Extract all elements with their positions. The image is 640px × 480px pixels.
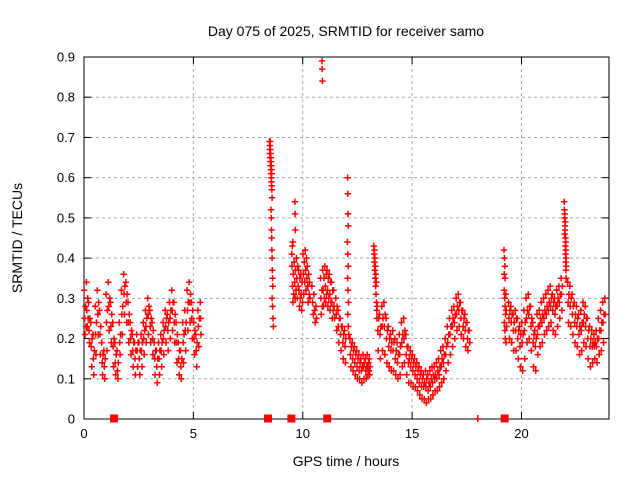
y-tick-label: 0 — [68, 412, 75, 427]
x-tick-label: 10 — [296, 426, 310, 441]
baseline-square-marker — [323, 414, 332, 423]
plot-border — [83, 56, 610, 420]
x-tick-label: 20 — [514, 426, 528, 441]
x-axis-label: GPS time / hours — [293, 453, 400, 469]
baseline-square-marker — [500, 414, 509, 423]
y-tick-label: 0.6 — [57, 170, 75, 185]
baseline-square-marker — [263, 414, 272, 423]
baseline-square-marker — [109, 414, 118, 423]
y-tick-label: 0.1 — [57, 371, 75, 386]
grid — [84, 57, 609, 419]
baseline-flag-markers — [109, 414, 509, 423]
y-tick-label: 0.5 — [57, 210, 75, 225]
axis-tick-labels: 0 0.1 0.2 0.3 0.4 0.5 0.6 0.7 0.8 0.9 0 5 10 15 20 — [57, 50, 529, 442]
y-tick-label: 0.2 — [57, 331, 75, 346]
x-tick-label: 15 — [405, 426, 419, 441]
y-tick-label: 0.9 — [57, 50, 75, 65]
x-tick-label: 5 — [190, 426, 197, 441]
y-tick-label: 0.4 — [57, 251, 75, 266]
baseline-square-marker — [287, 414, 296, 423]
y-tick-label: 0.8 — [57, 90, 75, 105]
baseline-plus-marker — [474, 415, 481, 422]
y-tick-label: 0.3 — [57, 291, 75, 306]
x-tick-label: 0 — [80, 426, 87, 441]
srmtid-plus-markers — [81, 57, 609, 407]
data-points — [81, 57, 609, 407]
y-axis-label: SRMTID / TECUs — [9, 183, 25, 293]
chart-title: Day 075 of 2025, SRMTID for receiver sam… — [208, 23, 484, 39]
y-tick-label: 0.7 — [57, 130, 75, 145]
